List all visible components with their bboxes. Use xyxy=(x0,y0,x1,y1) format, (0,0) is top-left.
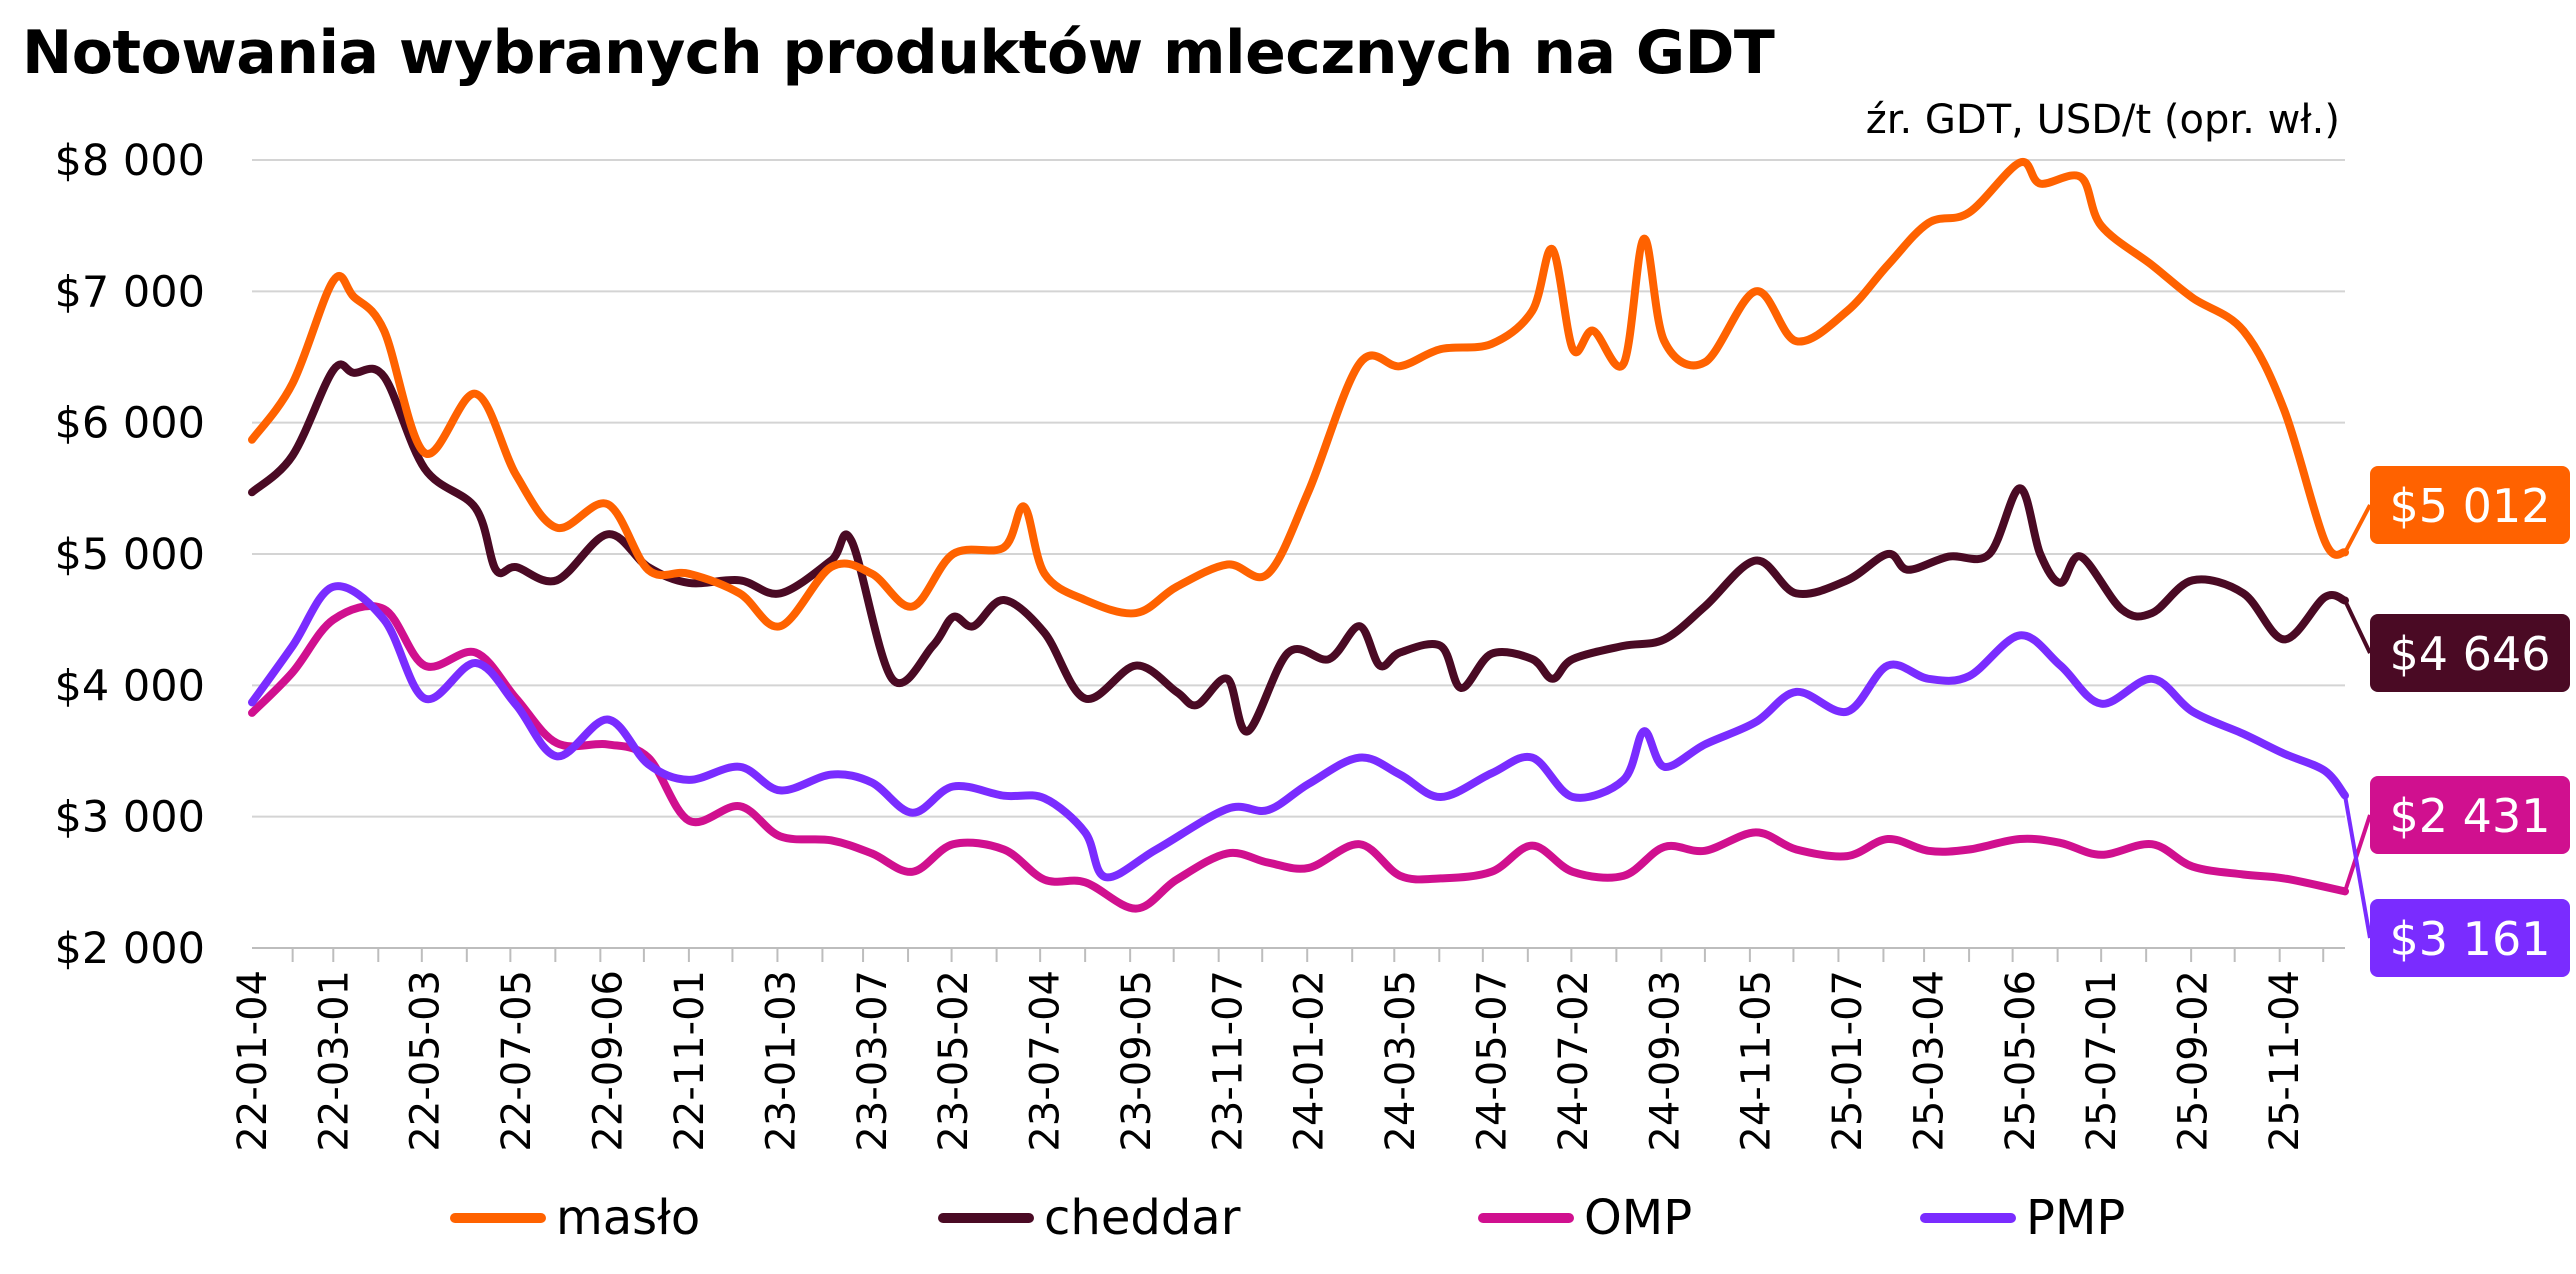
x-tick-label: 23-11-07 xyxy=(1205,970,1251,1152)
legend-item-omp: OMP xyxy=(1478,1190,1692,1246)
series-line-maslo xyxy=(248,158,2349,631)
end-label-box-cheddar xyxy=(2370,614,2570,692)
y-tick-label: $8 000 xyxy=(55,136,205,186)
grid-layer xyxy=(252,159,2345,818)
x-tick-label: 24-01-02 xyxy=(1287,970,1333,1152)
x-tick-label: 23-07-04 xyxy=(1022,970,1068,1152)
series-line-omp xyxy=(248,602,2349,913)
chart-title: Notowania wybranych produktów mlecznych … xyxy=(22,18,1775,88)
x-tick-label: 22-01-04 xyxy=(230,970,276,1152)
x-tick-label: 23-05-02 xyxy=(931,970,977,1152)
legend: masło cheddar OMP PMP xyxy=(0,1190,2576,1260)
series-line-pmp xyxy=(248,582,2349,882)
x-tick-label: 25-01-07 xyxy=(1825,970,1871,1152)
x-tick-label: 23-09-05 xyxy=(1114,970,1160,1152)
legend-label-pmp: PMP xyxy=(2026,1190,2126,1246)
legend-swatch-omp xyxy=(1478,1213,1574,1223)
end-label-connector-omp xyxy=(2343,814,2372,893)
y-tick-label: $4 000 xyxy=(55,661,205,711)
series-line-cheddar xyxy=(248,360,2349,736)
x-tick-label: 24-03-05 xyxy=(1378,970,1424,1152)
y-tick-label: $2 000 xyxy=(55,924,205,974)
x-tick-label: 23-01-03 xyxy=(758,970,804,1152)
x-tick-label: 25-05-06 xyxy=(1998,970,2044,1152)
chart-subtitle: źr. GDT, USD/t (opr. wł.) xyxy=(1866,97,2340,143)
x-tick-label: 24-05-07 xyxy=(1470,970,1516,1152)
legend-item-pmp: PMP xyxy=(1920,1190,2125,1246)
x-tick-label: 24-09-03 xyxy=(1642,970,1688,1152)
end-label-box-maslo xyxy=(2370,466,2570,544)
x-tick-label: 22-05-03 xyxy=(403,970,449,1152)
x-tick-label: 25-11-04 xyxy=(2262,970,2308,1152)
x-tick-label: 22-09-06 xyxy=(586,970,632,1152)
end-label-maslo: $5 012 xyxy=(2390,479,2551,533)
x-tick-label: 25-09-02 xyxy=(2171,970,2217,1152)
y-tick-label: $6 000 xyxy=(55,399,205,449)
legend-swatch-maslo xyxy=(450,1213,546,1223)
axis-layer: $8 000 $7 000 $6 000 $5 000 $4 000 $3 000 $2 0… xyxy=(55,136,2345,1152)
y-tick-label: $7 000 xyxy=(55,267,205,317)
x-tick-label: 22-03-01 xyxy=(311,970,357,1152)
endlabel-layer: $5 012 $4 646 $2 431 $3 161 xyxy=(2343,466,2570,977)
legend-swatch-cheddar xyxy=(938,1213,1034,1223)
legend-label-cheddar: cheddar xyxy=(1044,1190,1241,1246)
end-label-connector-pmp xyxy=(2343,795,2372,939)
end-label-connector-cheddar xyxy=(2343,599,2372,654)
end-label-pmp: $3 161 xyxy=(2390,912,2551,966)
y-tick-label: $3 000 xyxy=(55,793,205,843)
end-label-omp: $2 431 xyxy=(2390,789,2551,843)
x-tick-label: 22-11-01 xyxy=(667,970,713,1152)
x-tick-label: 25-07-01 xyxy=(2079,970,2125,1152)
end-label-box-omp xyxy=(2370,776,2570,854)
x-tick-label: 22-07-05 xyxy=(494,970,540,1152)
legend-item-cheddar: cheddar xyxy=(938,1190,1240,1246)
x-tick-label: 23-03-07 xyxy=(850,970,896,1152)
x-tick-label: 24-07-02 xyxy=(1551,970,1597,1152)
legend-swatch-pmp xyxy=(1920,1213,2016,1223)
end-label-cheddar: $4 646 xyxy=(2390,627,2551,681)
series-layer xyxy=(248,158,2349,913)
legend-label-omp: OMP xyxy=(1584,1190,1693,1246)
end-label-box-pmp xyxy=(2370,899,2570,977)
legend-item-maslo: masło xyxy=(450,1190,700,1246)
y-tick-label: $5 000 xyxy=(55,530,205,580)
x-tick-label: 24-11-05 xyxy=(1734,970,1780,1152)
x-tick-label: 25-03-04 xyxy=(1906,970,1952,1152)
end-label-connector-maslo xyxy=(2343,504,2372,554)
legend-label-maslo: masło xyxy=(556,1190,701,1246)
